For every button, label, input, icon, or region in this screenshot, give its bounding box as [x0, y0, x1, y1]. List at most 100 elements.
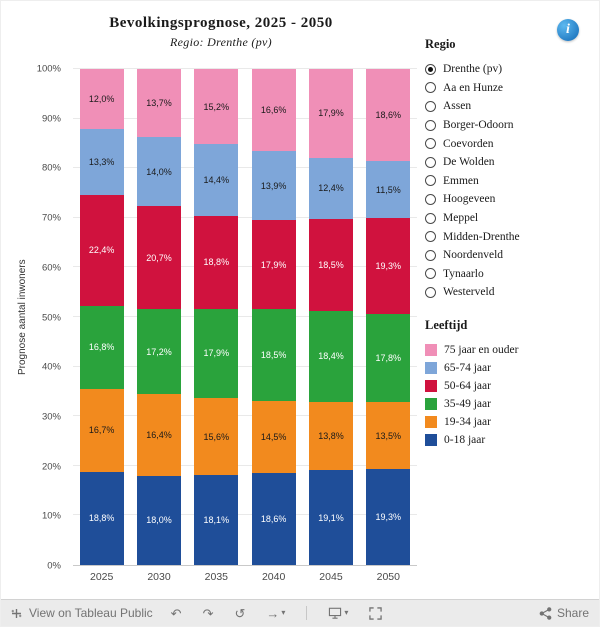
bar-segment[interactable]: 16,4% — [136, 394, 181, 476]
radio-selected-icon[interactable] — [425, 63, 436, 75]
legend-item[interactable]: 75 jaar en ouder — [425, 341, 597, 359]
bar-segment[interactable]: 16,6% — [251, 69, 296, 152]
bar-2025[interactable]: 18,8% 16,7% 16,8% 22,4% 13,3% 12,0% — [79, 69, 124, 565]
regio-option[interactable]: Westerveld — [425, 283, 597, 302]
download-icon[interactable]: ▾ — [328, 607, 348, 619]
tableau-logo-icon — [11, 608, 22, 618]
bar-segment[interactable]: 19,1% — [308, 470, 353, 565]
bar-segment[interactable]: 16,8% — [79, 305, 124, 389]
legend-item[interactable]: 35-49 jaar — [425, 395, 597, 413]
fullscreen-corners-icon — [369, 606, 383, 620]
radio-icon[interactable] — [425, 138, 436, 150]
regio-option[interactable]: Noordenveld — [425, 246, 597, 265]
bar-segment[interactable]: 17,9% — [194, 309, 239, 398]
radio-icon[interactable] — [425, 212, 436, 224]
y-tick: 100% — [36, 63, 61, 75]
caret-down-icon: ▾ — [344, 608, 349, 617]
bar-segment[interactable]: 12,4% — [308, 157, 353, 220]
bar-segment[interactable]: 18,5% — [308, 219, 353, 311]
radio-icon[interactable] — [425, 268, 436, 280]
bar-2050[interactable]: 19,3% 13,5% 17,8% 19,3% 11,5% 18,6% — [366, 69, 411, 565]
radio-icon[interactable] — [425, 119, 436, 131]
bar-segment[interactable]: 16,7% — [79, 388, 124, 472]
radio-icon[interactable] — [425, 175, 436, 187]
redo-icon[interactable]: ↷ — [202, 605, 214, 621]
resume-icon[interactable]: → ▾ — [266, 607, 285, 620]
bar-segment[interactable]: 18,5% — [251, 309, 296, 401]
bar-segment[interactable]: 18,4% — [308, 310, 353, 402]
x-tick-label: 2025 — [89, 571, 114, 583]
bar-segment[interactable]: 22,4% — [79, 194, 124, 306]
bar-segment[interactable]: 18,6% — [251, 472, 296, 565]
bar-segment[interactable]: 13,9% — [251, 151, 296, 221]
y-tick: 30% — [41, 411, 61, 423]
bar-segment[interactable]: 13,3% — [79, 128, 124, 195]
bar-segment[interactable]: 18,0% — [136, 475, 181, 565]
bar-segment[interactable]: 12,0% — [79, 69, 124, 129]
legend-item[interactable]: 65-74 jaar — [425, 359, 597, 377]
regio-option[interactable]: Coevorden — [425, 134, 597, 153]
regio-option[interactable]: Borger-Odoorn — [425, 116, 597, 135]
regio-option[interactable]: Drenthe (pv) — [425, 60, 597, 79]
bar-segment[interactable]: 17,9% — [251, 220, 296, 310]
view-on-tableau-link[interactable]: View on Tableau Public — [1, 606, 153, 620]
bar-segment[interactable]: 14,4% — [194, 144, 239, 216]
bar-segment[interactable]: 18,8% — [194, 215, 239, 310]
radio-icon[interactable] — [425, 100, 436, 112]
legend-label: 75 jaar en ouder — [444, 343, 519, 356]
bar-2035[interactable]: 18,1% 15,6% 17,9% 18,8% 14,4% 15,2% — [194, 69, 239, 565]
regio-option[interactable]: De Wolden — [425, 153, 597, 172]
bar-segment[interactable]: 13,8% — [308, 401, 353, 471]
bar-segment[interactable]: 19,3% — [366, 469, 411, 565]
y-tick: 0% — [47, 560, 61, 572]
bar-segment[interactable]: 17,2% — [136, 309, 181, 395]
radio-icon[interactable] — [425, 156, 436, 168]
fullscreen-icon[interactable] — [369, 606, 383, 620]
bar-segment[interactable]: 13,7% — [136, 69, 181, 137]
regio-option[interactable]: Hoogeveen — [425, 190, 597, 209]
bar-segment[interactable]: 17,8% — [366, 314, 411, 403]
x-tick-label: 2030 — [147, 571, 171, 583]
info-icon[interactable]: i — [557, 19, 579, 41]
bar-2030[interactable]: 18,0% 16,4% 17,2% 20,7% 14,0% 13,7% — [136, 69, 181, 565]
regio-option-label: Assen — [443, 100, 472, 113]
regio-option[interactable]: Aa en Hunze — [425, 79, 597, 98]
regio-option-label: Borger-Odoorn — [443, 119, 514, 132]
regio-option[interactable]: Assen — [425, 97, 597, 116]
bar-segment[interactable]: 15,2% — [194, 69, 239, 145]
toolbar-divider — [306, 606, 308, 620]
bar-segment[interactable]: 13,5% — [366, 402, 411, 470]
bar-segment[interactable]: 19,3% — [366, 218, 411, 315]
regio-option[interactable]: Meppel — [425, 209, 597, 228]
bar-segment[interactable]: 18,6% — [366, 69, 411, 162]
radio-icon[interactable] — [425, 286, 436, 298]
regio-option-label: Noordenveld — [443, 249, 504, 262]
regio-option[interactable]: Midden-Drenthe — [425, 227, 597, 246]
bar-segment[interactable]: 14,5% — [251, 400, 296, 473]
legend-item[interactable]: 0-18 jaar — [425, 431, 597, 449]
legend-item[interactable]: 50-64 jaar — [425, 377, 597, 395]
bar-segment[interactable]: 15,6% — [194, 397, 239, 476]
bar-segment[interactable]: 18,1% — [194, 475, 239, 565]
radio-icon[interactable] — [425, 231, 436, 243]
bar-segment[interactable]: 20,7% — [136, 206, 181, 310]
bar-segment[interactable]: 11,5% — [366, 161, 411, 219]
radio-icon[interactable] — [425, 82, 436, 94]
share-button[interactable]: Share — [539, 606, 599, 620]
undo-icon[interactable]: ↶ — [170, 605, 182, 621]
regio-option[interactable]: Tynaarlo — [425, 265, 597, 284]
bar-segment[interactable]: 17,9% — [308, 69, 353, 158]
bar-2040[interactable]: 18,6% 14,5% 18,5% 17,9% 13,9% 16,6% — [251, 69, 296, 565]
regio-list: Drenthe (pv) Aa en Hunze Assen Borger-Odoor… — [425, 60, 597, 302]
bar-2045[interactable]: 19,1% 13,8% 18,4% 18,5% 12,4% 17,9% — [308, 69, 353, 565]
radio-icon[interactable] — [425, 193, 436, 205]
replay-icon[interactable]: ↺ — [234, 605, 246, 621]
regio-option[interactable]: Emmen — [425, 172, 597, 191]
share-label: Share — [556, 606, 589, 620]
legend-item[interactable]: 19-34 jaar — [425, 413, 597, 431]
radio-icon[interactable] — [425, 249, 436, 261]
y-tick: 10% — [41, 510, 61, 522]
bar-segment[interactable]: 14,0% — [136, 136, 181, 207]
bar-segment[interactable]: 18,8% — [79, 471, 124, 565]
